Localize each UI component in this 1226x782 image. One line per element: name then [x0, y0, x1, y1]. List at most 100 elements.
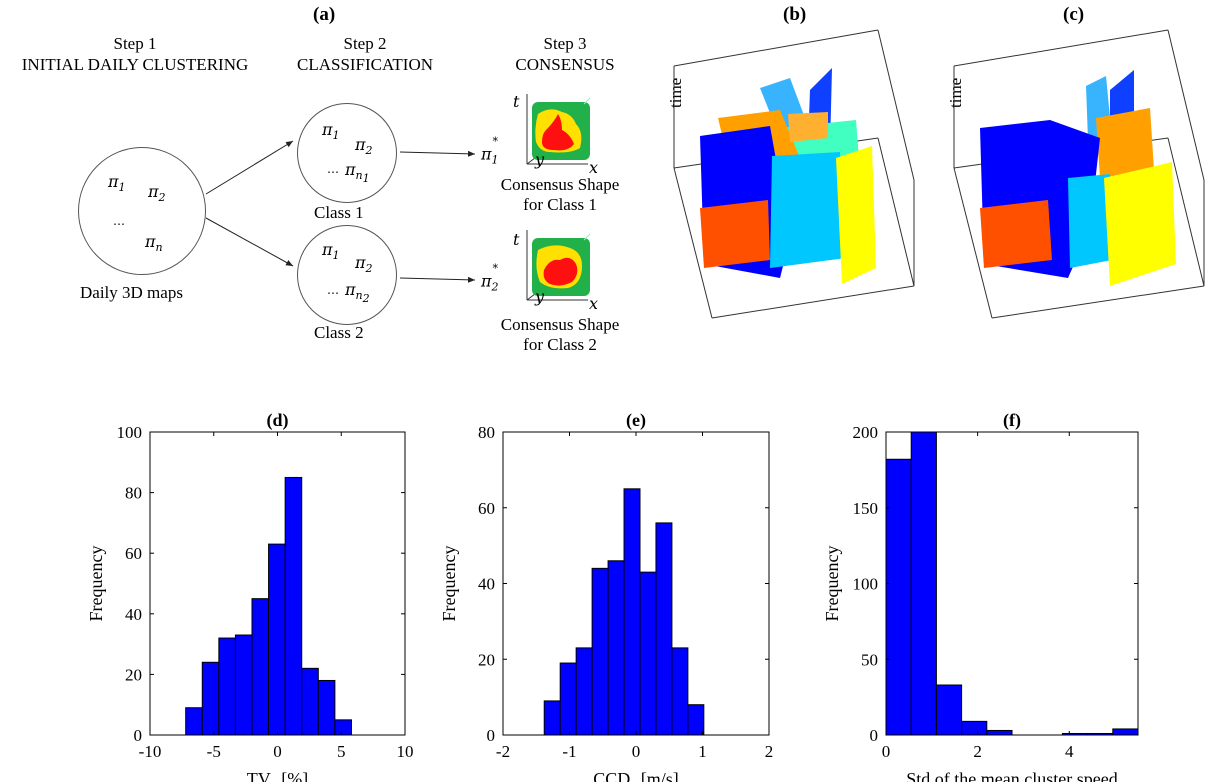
b-yellow — [836, 146, 876, 284]
histogram-bar — [961, 720, 988, 736]
class2-circle — [297, 225, 397, 325]
daily-caption: Daily 3D maps — [80, 283, 183, 302]
c-yellow — [1104, 162, 1176, 286]
x-tick-label: 2 — [765, 742, 774, 761]
x-axis-label: Std of the mean cluster speed — [906, 769, 1117, 782]
histogram-bar — [986, 729, 1013, 736]
pi1-daily: π1 — [108, 172, 126, 195]
panel-a-arrows — [205, 140, 476, 283]
pi1-class1: π1 — [322, 120, 340, 143]
histogram-bar — [575, 647, 593, 736]
x-label-2: x — [589, 294, 599, 313]
histogram-bar — [268, 543, 286, 736]
consensus1-caption: Consensus Shape for Class 1 — [495, 175, 625, 215]
pin1-class1: πn1 — [345, 160, 370, 186]
y-tick-label: 50 — [861, 650, 878, 669]
y-tick-label: 60 — [478, 499, 495, 518]
y-tick-label: 0 — [870, 726, 879, 745]
histogram-bar — [185, 707, 203, 736]
pi2-star: π2* — [481, 262, 499, 294]
step1-line2: INITIAL DAILY CLUSTERING — [21, 55, 249, 74]
y-tick-label: 60 — [125, 544, 142, 563]
y-tick-label: 100 — [117, 423, 143, 442]
arrow-daily-to-class2 — [205, 217, 294, 267]
y-label-1: y — [535, 150, 545, 169]
consensus2-line2: for Class 2 — [523, 335, 597, 354]
consensus1-line2: for Class 1 — [523, 195, 597, 214]
histogram-bar — [607, 560, 625, 736]
x-tick-label: 10 — [397, 742, 414, 761]
histogram-bar — [301, 667, 319, 736]
b-orange-low — [700, 200, 770, 268]
class1-circle — [297, 103, 397, 203]
histogram-bar — [284, 476, 303, 736]
x-tick-label: -1 — [562, 742, 576, 761]
ellipsis-class2: … — [327, 283, 339, 297]
histogram-bar — [251, 598, 270, 736]
histogram-bar — [218, 637, 236, 736]
consensus2-line1: Consensus Shape — [500, 315, 620, 334]
red-layer-2 — [543, 257, 578, 286]
red-layer-1 — [542, 114, 574, 151]
step2-line1: Step 2 — [343, 34, 387, 53]
y-tick-label: 40 — [478, 575, 495, 594]
histogram-bar — [543, 700, 561, 736]
b-cyan-mid — [770, 152, 846, 268]
panel-b-3d-plot — [673, 29, 915, 319]
y-tick-label: 100 — [853, 575, 879, 594]
histogram-bar — [317, 679, 336, 736]
histogram-bar — [885, 458, 912, 736]
y-axis-label: Frequency — [86, 546, 106, 622]
pi2-daily: π2 — [148, 182, 166, 205]
histogram-bar — [1112, 728, 1139, 736]
histogram-bar — [935, 684, 963, 736]
consensus-shape-1 — [526, 94, 591, 165]
histogram-bar — [623, 488, 641, 736]
x-axis-label: CCDn [m/s] — [593, 769, 679, 782]
step3-line2: CONSENSUS — [515, 55, 615, 74]
x-tick-label: 0 — [273, 742, 282, 761]
panel-c-label: (c) — [1063, 4, 1085, 25]
chart-title: (f) — [1003, 410, 1021, 431]
histogram-bar — [687, 704, 705, 736]
histogram-bar — [334, 719, 352, 736]
x-axis-label: TVn [%] — [247, 769, 308, 782]
y-tick-label: 0 — [487, 726, 496, 745]
pi2-class1: π2 — [355, 135, 373, 158]
histogram-bar — [559, 662, 577, 736]
x-tick-label: 0 — [882, 742, 891, 761]
x-tick-label: -5 — [207, 742, 221, 761]
y-tick-label: 0 — [134, 726, 143, 745]
y-label-2: y — [535, 287, 545, 306]
c-orange-right — [1096, 108, 1154, 178]
pin2-class2: πn2 — [345, 280, 370, 306]
step3-line1: Step 3 — [543, 34, 587, 53]
y-tick-label: 20 — [125, 665, 142, 684]
x-tick-label: -2 — [496, 742, 510, 761]
panel-b-label: (b) — [783, 4, 807, 25]
pi1-star: π1* — [481, 135, 499, 167]
histogram-bar — [655, 522, 673, 736]
x-tick-label: 2 — [973, 742, 982, 761]
x-label-1: x — [589, 158, 599, 177]
y-tick-label: 200 — [853, 423, 879, 442]
arrow-daily-to-class1 — [205, 140, 294, 195]
chart-title: (e) — [626, 410, 646, 431]
consensus2-caption: Consensus Shape for Class 2 — [495, 315, 625, 355]
histogram-bar — [639, 571, 657, 736]
step2-heading: Step 2 CLASSIFICATION — [270, 33, 460, 75]
arrow-class2-to-consensus — [399, 276, 476, 283]
panel-a-label: (a) — [313, 4, 336, 25]
consensus-shape-2 — [526, 230, 591, 301]
histogram-f: 0 2 4 0 50 100 150 200 (f) Frequency Std of the me… — [822, 410, 1139, 782]
pi2-class2: π2 — [355, 253, 373, 276]
t-label-2: t — [513, 230, 520, 249]
class2-caption: Class 2 — [314, 323, 364, 342]
histogram-bar — [201, 661, 220, 736]
histogram-bar — [910, 431, 937, 736]
histogram-bar — [234, 634, 253, 736]
y-tick-label: 150 — [853, 499, 879, 518]
